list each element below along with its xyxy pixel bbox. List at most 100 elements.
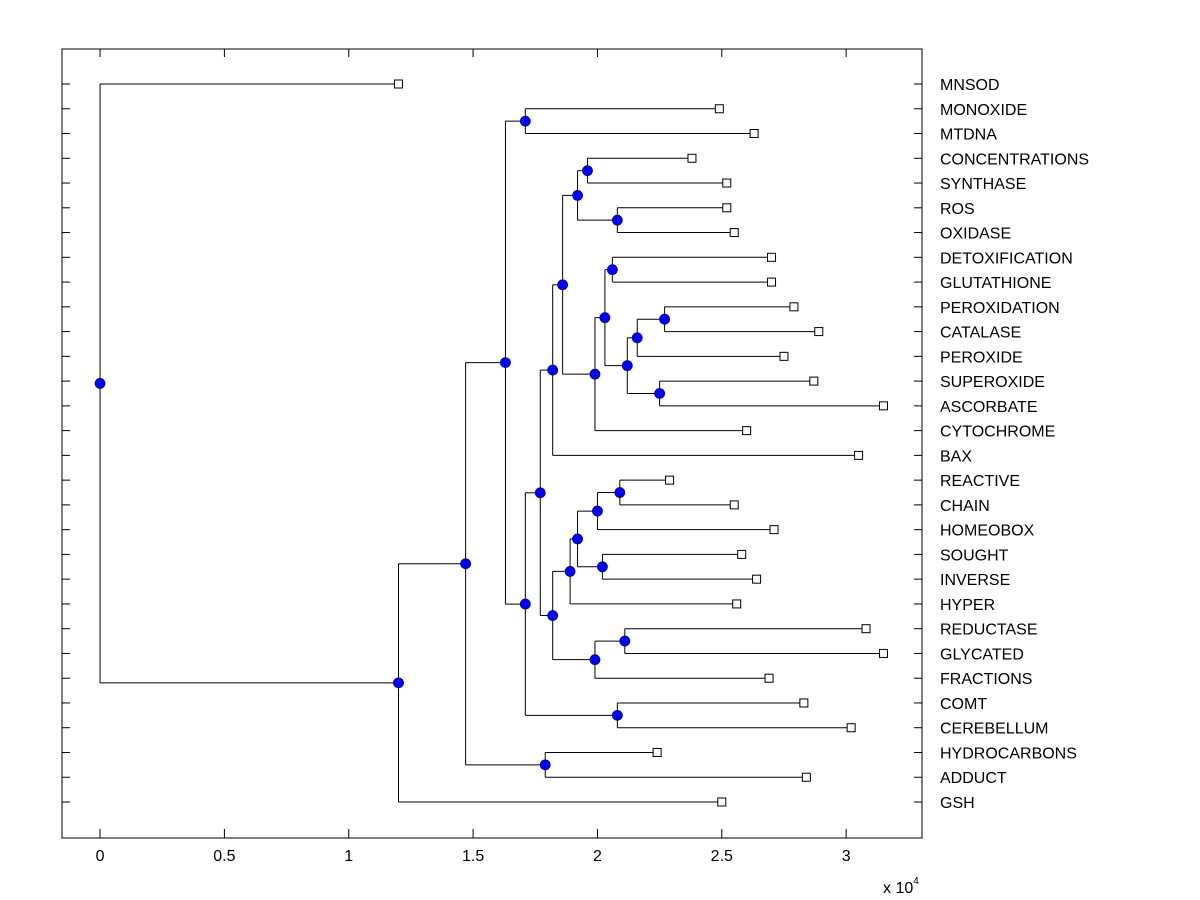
node-marker bbox=[589, 368, 601, 380]
leaf-label: COMT bbox=[940, 696, 987, 713]
plot-area bbox=[61, 48, 923, 839]
y-axis-ticks bbox=[62, 83, 922, 803]
node-marker bbox=[564, 566, 576, 577]
x-tick-label: 3 bbox=[842, 848, 851, 865]
leaf-marker bbox=[714, 104, 724, 114]
leaf-label: REDUCTASE bbox=[940, 622, 1038, 639]
node-marker bbox=[519, 115, 531, 127]
node-marker bbox=[631, 332, 643, 344]
leaf-marker bbox=[801, 772, 811, 782]
leaf-label: ROS bbox=[940, 201, 975, 218]
node-marker bbox=[621, 360, 633, 372]
leaf-label: MNSOD bbox=[940, 77, 1000, 94]
node-marker bbox=[611, 709, 623, 721]
leaf-marker bbox=[861, 624, 871, 634]
leaf-label: SUPEROXIDE bbox=[940, 374, 1045, 391]
leaf-label: CYTOCHROME bbox=[940, 424, 1055, 441]
x-tick-label: 1.5 bbox=[462, 848, 484, 865]
leaf-label: DETOXIFICATION bbox=[940, 250, 1073, 267]
node-marker bbox=[519, 598, 531, 610]
leaf-marker bbox=[799, 698, 809, 708]
leaf-marker bbox=[665, 475, 675, 485]
leaf-label: GLYCATED bbox=[940, 646, 1024, 663]
x-tick-label: 0.5 bbox=[213, 848, 235, 865]
leaf-marker bbox=[814, 327, 824, 337]
leaf-marker bbox=[737, 549, 747, 559]
leaf-marker bbox=[749, 129, 759, 139]
leaf-label: INVERSE bbox=[940, 572, 1010, 589]
leaf-markers bbox=[393, 79, 888, 807]
node-marker bbox=[534, 487, 546, 499]
node-marker bbox=[611, 214, 623, 226]
x-tick-label: 0 bbox=[96, 848, 105, 865]
leaf-label: SOUGHT bbox=[940, 547, 1009, 564]
leaf-label: CONCENTRATIONS bbox=[940, 151, 1089, 168]
leaf-label: GLUTATHIONE bbox=[940, 275, 1051, 292]
leaf-marker bbox=[717, 797, 727, 807]
leaf-marker bbox=[769, 525, 779, 535]
x-tick-label: 2.5 bbox=[711, 848, 733, 865]
leaf-label: PEROXIDE bbox=[940, 349, 1023, 366]
leaf-marker bbox=[764, 673, 774, 683]
leaf-label: ADDUCT bbox=[940, 770, 1007, 787]
node-marker bbox=[589, 654, 601, 666]
leaf-label: CATALASE bbox=[940, 325, 1021, 342]
node-marker bbox=[393, 677, 404, 689]
leaf-marker bbox=[846, 723, 856, 733]
x-tick-label: 1 bbox=[344, 848, 353, 865]
leaf-label: CEREBELLUM bbox=[940, 721, 1048, 738]
leaf-label: SYNTHASE bbox=[940, 176, 1026, 193]
leaf-marker bbox=[878, 648, 888, 658]
leaf-label: MONOXIDE bbox=[940, 102, 1027, 119]
leaf-label: ASCORBATE bbox=[940, 399, 1038, 416]
node-marker bbox=[557, 279, 569, 291]
node-marker bbox=[94, 378, 106, 389]
leaf-marker bbox=[722, 178, 732, 188]
node-marker bbox=[606, 264, 618, 276]
leaf-label: OXIDASE bbox=[940, 226, 1011, 243]
leaf-marker bbox=[809, 376, 819, 386]
leaf-marker bbox=[729, 228, 739, 238]
leaf-marker bbox=[722, 203, 732, 213]
leaf-label: REACTIVE bbox=[940, 473, 1020, 490]
internal-node-markers bbox=[94, 115, 670, 771]
node-marker bbox=[614, 487, 626, 498]
leaf-marker bbox=[789, 302, 799, 312]
node-marker bbox=[619, 635, 631, 647]
node-marker bbox=[592, 505, 603, 517]
leaf-label: MTDNA bbox=[940, 127, 997, 144]
node-marker bbox=[659, 313, 670, 325]
x-axis-multiplier: x 104 bbox=[883, 876, 919, 897]
node-marker bbox=[539, 759, 551, 771]
node-marker bbox=[599, 312, 611, 324]
x-multiplier-base: x 10 bbox=[883, 880, 913, 897]
node-marker bbox=[572, 190, 583, 201]
x-tick-label: 2 bbox=[593, 848, 602, 865]
node-marker bbox=[547, 364, 559, 376]
node-marker bbox=[654, 388, 666, 399]
leaf-marker bbox=[393, 79, 403, 89]
leaf-marker bbox=[752, 574, 762, 584]
node-marker bbox=[597, 561, 608, 573]
node-marker bbox=[572, 533, 583, 545]
leaf-label: HYPER bbox=[940, 597, 995, 614]
leaf-label: HOMEOBOX bbox=[940, 523, 1035, 540]
leaf-marker bbox=[854, 450, 864, 460]
leaf-marker bbox=[652, 747, 662, 757]
x-axis-ticks: 0 0.5 1 1.5 2 2.5 3 bbox=[96, 49, 851, 865]
leaf-label: CHAIN bbox=[940, 498, 990, 515]
leaf-marker bbox=[767, 277, 777, 287]
node-marker bbox=[460, 558, 472, 570]
leaf-label: HYDROCARBONS bbox=[940, 745, 1077, 762]
tree-branches bbox=[99, 83, 884, 803]
leaf-marker bbox=[779, 351, 789, 361]
node-marker bbox=[500, 357, 511, 369]
leaf-labels: MNSOD MONOXIDE MTDNA CONCENTRATIONS SYNTHASE… bbox=[940, 77, 1089, 812]
node-marker bbox=[547, 610, 559, 621]
leaf-marker bbox=[742, 426, 752, 436]
leaf-label: BAX bbox=[940, 448, 972, 465]
node-marker bbox=[582, 165, 593, 177]
leaf-label: PEROXIDATION bbox=[940, 300, 1060, 317]
leaf-marker bbox=[732, 599, 742, 609]
x-multiplier-exponent: 4 bbox=[913, 876, 919, 887]
